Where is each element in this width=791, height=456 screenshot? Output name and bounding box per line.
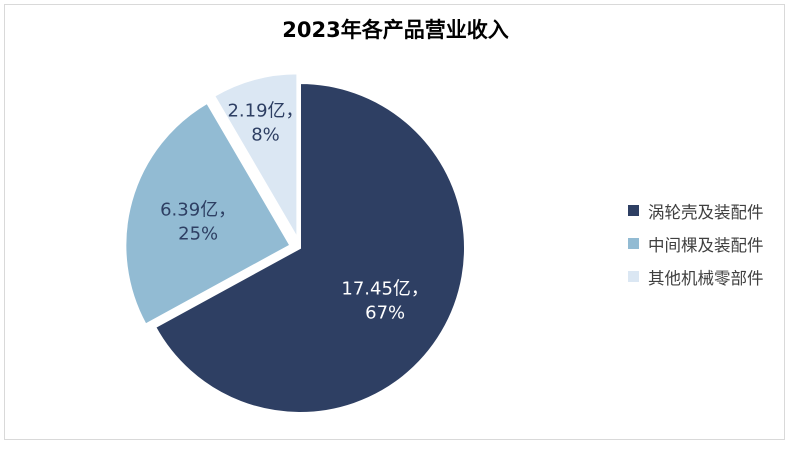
legend-swatch — [628, 205, 639, 216]
data-label-percent: 67% — [365, 302, 405, 323]
legend-swatch — [628, 238, 639, 249]
data-label-value: 17.45亿， — [341, 278, 429, 299]
data-label-percent: 8% — [251, 124, 280, 145]
legend-item-other-parts: 其他机械零部件 — [628, 260, 764, 293]
legend-item-turbine-housing: 涡轮壳及装配件 — [628, 194, 764, 227]
legend-label: 涡轮壳及装配件 — [648, 202, 764, 222]
slice-other-parts — [212, 72, 299, 243]
legend-label: 中间棵及装配件 — [648, 235, 764, 255]
slice-center-housing — [124, 101, 292, 326]
legend-label: 其他机械零部件 — [648, 268, 764, 288]
legend-swatch — [628, 271, 639, 282]
data-label-value: 2.19亿， — [227, 100, 303, 121]
legend: 涡轮壳及装配件 中间棵及装配件 其他机械零部件 — [628, 194, 764, 293]
slice-turbine-housing — [153, 81, 466, 414]
chart-title: 2023年各产品营业收入 — [282, 18, 509, 42]
data-label-value: 6.39亿， — [160, 200, 236, 221]
legend-item-center-housing: 中间棵及装配件 — [628, 227, 764, 260]
data-label-percent: 25% — [178, 224, 218, 245]
